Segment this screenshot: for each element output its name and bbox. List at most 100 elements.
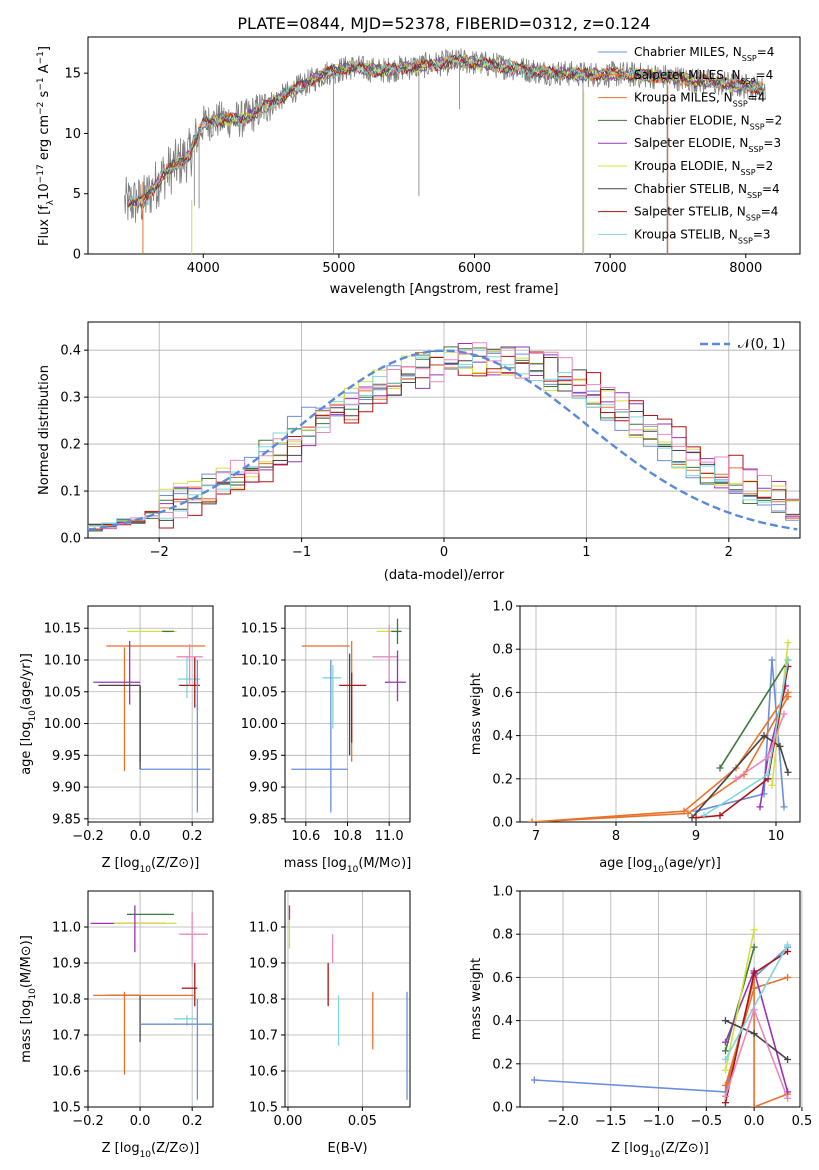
y-tick-label: 10.05	[44, 685, 81, 700]
y-tick-label: 10.15	[241, 622, 278, 637]
spectrum-model-line	[126, 55, 764, 205]
y-tick-label: 10.7	[52, 1029, 81, 1044]
y-tick-label: 10.5	[249, 1101, 278, 1116]
x-tick-label: 10	[768, 829, 785, 844]
legend-label: Chabrier ELODIE, NSSP=2	[634, 113, 782, 130]
x-tick-label: 10.8	[333, 829, 362, 844]
y-axis-label: Normed distribution	[37, 365, 52, 495]
mass-weight-line	[724, 944, 789, 1060]
legend-label: 𝒩(0, 1)	[738, 337, 785, 352]
y-tick-label: 10	[64, 127, 81, 142]
legend-label: Kroupa ELODIE, NSSP=2	[634, 159, 773, 177]
y-tick-label: 5	[73, 187, 81, 202]
y-tick-label: 9.95	[249, 749, 278, 764]
y-tick-label: 9.85	[52, 812, 81, 827]
y-tick-label: 1.0	[492, 600, 513, 615]
y-tick-label: 0.1	[60, 485, 81, 500]
x-tick-label: 0.0	[744, 1114, 765, 1129]
y-tick-label: 0.4	[492, 729, 513, 744]
mass-weight-vs-age-panel: 7 8 9 10 0.0 0.2 0.4 0.6 0.8 1.0 age [log10(age/yr…	[469, 600, 801, 875]
y-axis-label: Flux [fλ10−17 erg cm−2 s−1 A−1]	[36, 46, 56, 246]
x-tick-label: 11.0	[375, 829, 404, 844]
x-axis-label: E(B-V)	[327, 1141, 367, 1156]
x-tick-label: 9	[692, 829, 700, 844]
y-tick-label: 10.05	[241, 685, 278, 700]
mass-weight-vs-Z-panel-plot-area	[530, 926, 792, 1107]
age-vs-Z-panel: −0.2 0.0 0.2 9.85 9.90 9.95 10.00 10.05 10.10 10.…	[19, 605, 214, 875]
y-tick-label: 0.0	[60, 532, 81, 547]
axes-frame	[519, 605, 801, 823]
x-axis-label: wavelength [Angstrom, rest frame]	[330, 282, 559, 297]
y-tick-label: 10.10	[44, 654, 81, 669]
mass-weight-line	[531, 696, 789, 822]
axes-frame	[519, 890, 801, 1108]
y-tick-label: 0.4	[60, 344, 81, 359]
legend-label: Kroupa STELIB, NSSP=3	[634, 227, 771, 245]
age-vs-mass-panel: 10.6 10.8 11.0 9.85 9.90 9.95 10.00 10.05 10.10 1…	[241, 605, 412, 875]
x-tick-label: 8000	[729, 261, 762, 276]
y-tick-label: 0	[73, 248, 81, 263]
y-tick-label: 11.0	[52, 921, 81, 936]
y-tick-label: 10.8	[52, 993, 81, 1008]
x-tick-label: 0.0	[130, 829, 151, 844]
y-tick-label: 0.4	[492, 1014, 513, 1029]
x-tick-label: 7000	[594, 261, 627, 276]
legend-label: Salpeter ELODIE, NSSP=3	[634, 136, 781, 154]
x-tick-label: 0.05	[348, 1114, 377, 1129]
x-axis-label: Z [log10(Z/Z⊙)]	[102, 856, 200, 875]
legend-label: Salpeter MILES, NSSP=4	[634, 68, 773, 86]
mass-weight-line	[724, 929, 755, 1071]
y-tick-label: 0.0	[492, 1101, 513, 1116]
legend-label: Chabrier MILES, NSSP=4	[634, 45, 774, 63]
x-tick-label: 0.2	[182, 1114, 203, 1129]
y-tick-label: 0.6	[492, 971, 513, 986]
x-axis-label: Z [log10(Z/Z⊙)]	[102, 1141, 200, 1160]
y-tick-label: 0.0	[492, 816, 513, 831]
x-tick-label: 0.00	[273, 1114, 302, 1129]
y-tick-label: 9.95	[52, 749, 81, 764]
x-tick-label: −1	[292, 545, 311, 560]
x-axis-label: mass [log10(M/M⊙)]	[284, 856, 412, 875]
x-tick-label: 7	[532, 829, 540, 844]
y-tick-label: 10.6	[52, 1065, 81, 1080]
axes-frame	[87, 36, 801, 255]
mass-weight-line	[531, 691, 789, 822]
spectrum-panel: 4000 5000 6000 7000 8000 0 5 10 15 Chabrier MILES…	[36, 36, 801, 297]
y-tick-label: 10.6	[249, 1065, 278, 1080]
age-vs-mass-panel-plot-area	[291, 618, 406, 813]
spectrum-model-line	[127, 55, 764, 210]
x-axis-label: age [log10(age/yr)]	[599, 856, 721, 875]
x-tick-label: −2	[150, 545, 169, 560]
x-tick-label: 1	[582, 545, 590, 560]
mass-weight-vs-age-panel-plot-area	[528, 639, 792, 822]
residual-histogram	[88, 342, 800, 529]
y-tick-label: 10.5	[52, 1101, 81, 1116]
y-tick-label: 1.0	[492, 885, 513, 900]
x-axis-label: Z [log10(Z/Z⊙)]	[611, 1141, 709, 1160]
mass-vs-ebv-panel: 0.00 0.05 10.5 10.6 10.7 10.8 10.9 11.0 E(B-V)	[249, 890, 411, 1156]
y-tick-label: 10.7	[249, 1029, 278, 1044]
legend-label: Salpeter STELIB, NSSP=4	[634, 205, 778, 223]
y-tick-label: 0.2	[60, 438, 81, 453]
y-tick-label: 10.9	[249, 957, 278, 972]
mass-vs-ebv-panel-plot-area	[288, 905, 408, 1100]
mass-weight-line	[691, 734, 789, 819]
y-tick-label: 0.8	[492, 928, 513, 943]
spectrum-plot-area	[124, 48, 767, 254]
mass-weight-line	[695, 666, 789, 819]
y-tick-label: 10.9	[52, 957, 81, 972]
y-tick-label: 0.3	[60, 391, 81, 406]
x-tick-label: −1.5	[595, 1114, 627, 1129]
mass-weight-line	[719, 659, 789, 769]
age-vs-Z-panel-plot-area	[93, 630, 211, 813]
y-tick-label: 9.90	[52, 781, 81, 796]
residual-panel: −2 −1 0 1 2 0.0 0.1 0.2 0.3 0.4 𝒩(0, 1) (data-model…	[37, 321, 801, 583]
y-tick-label: 0.8	[492, 643, 513, 658]
x-tick-label: 6000	[458, 261, 491, 276]
y-tick-label: 10.00	[241, 717, 278, 732]
y-axis-label: age [log10(age/yr)]	[19, 653, 38, 775]
y-axis-label: mass weight	[469, 673, 484, 755]
mass-weight-line	[534, 946, 789, 1093]
y-tick-label: 0.6	[492, 686, 513, 701]
x-tick-label: −0.2	[72, 1114, 104, 1129]
